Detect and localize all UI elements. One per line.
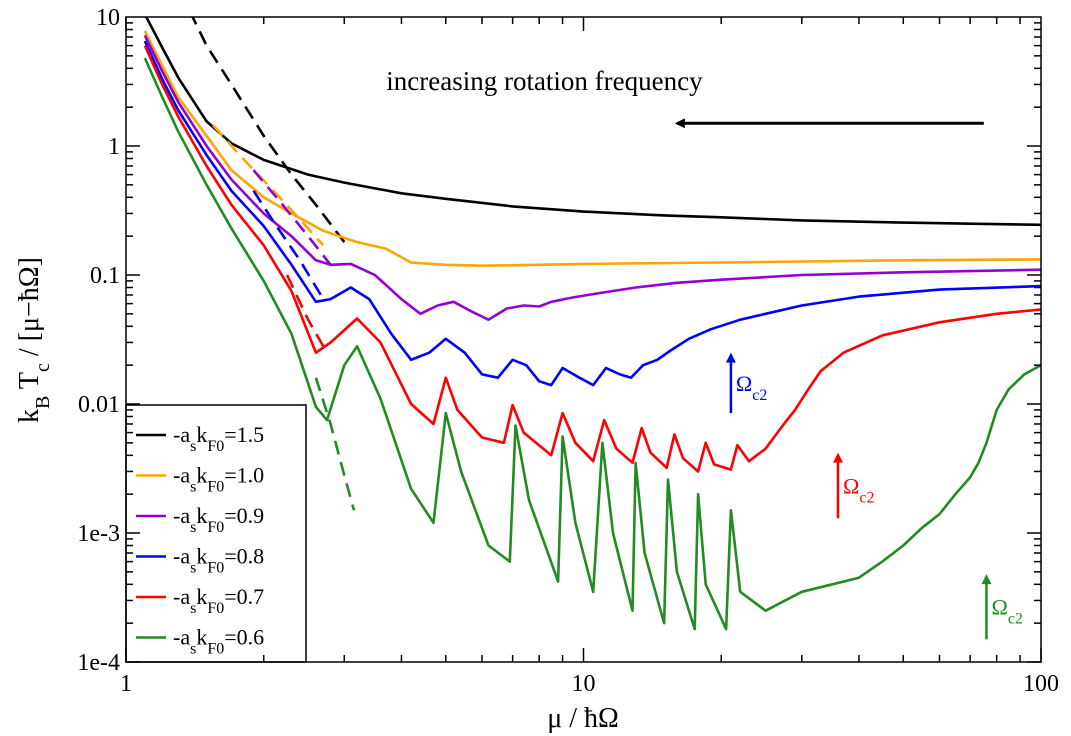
y-tick-label: 1: [108, 134, 120, 160]
legend: -askF0=1.5 -askF0=1.0 -askF0=0.9 -askF0=0.8…: [125, 404, 307, 663]
series-line: [143, 40, 1041, 387]
critical-marker-layer: Ωc2 Ωc2 Ωc2: [725, 352, 1023, 640]
x-axis-title: μ / ħΩ: [547, 703, 619, 734]
annotation-layer: increasing rotation frequency: [386, 66, 984, 129]
series-dashed-line: [285, 274, 325, 347]
legend-entry: -askF0=0.8: [136, 544, 264, 577]
critical-marker-label: Ωc2: [843, 473, 874, 506]
y-tick-label: 0.01: [78, 392, 120, 418]
series-dashed-line: [252, 169, 332, 266]
axis-layer: 1 10 100 1e-4 1e-3 0.01 0.1 1 10: [77, 5, 1059, 697]
x-tick-label: 100: [1023, 671, 1059, 697]
series-dashed-line: [191, 17, 346, 243]
legend-label: -askF0=1.5: [173, 422, 264, 455]
x-tick-label: 10: [572, 671, 596, 697]
series-dashed-line: [314, 377, 356, 511]
y-tick-label: 0.1: [90, 263, 120, 289]
y-tick-label: 1e-4: [77, 650, 120, 676]
y-axis-title: kB Tc / [μ−ħΩ]: [14, 257, 54, 423]
critical-marker-2: Ωc2: [833, 452, 874, 519]
x-tick-label: 1: [120, 671, 132, 697]
y-tick-label: 1e-3: [77, 521, 120, 547]
legend-entry: -askF0=1.0: [136, 463, 264, 496]
series-1: [144, 17, 1041, 243]
critical-marker-label: Ωc2: [736, 371, 767, 404]
series-2: [143, 30, 1041, 267]
legend-label: -askF0=1.0: [173, 463, 264, 496]
legend-label: -askF0=0.8: [173, 544, 264, 577]
legend-label: -askF0=0.6: [173, 625, 264, 658]
y-tick-label: 10: [96, 5, 120, 31]
legend-entry: -askF0=0.6: [136, 625, 264, 658]
series-5: [143, 45, 1041, 473]
series-line: [143, 30, 1041, 267]
legend-entry: -askF0=1.5: [136, 422, 264, 455]
critical-marker-arrowhead: [833, 452, 844, 463]
critical-marker-3: Ωc2: [981, 574, 1023, 640]
critical-marker-label: Ωc2: [991, 595, 1022, 628]
series-layer: [143, 17, 1041, 631]
critical-marker-1: Ωc2: [725, 352, 767, 414]
legend-label: -askF0=0.7: [173, 584, 264, 617]
legend-entry: -askF0=0.7: [136, 584, 264, 617]
legend-box: [125, 404, 307, 663]
legend-label: -askF0=0.9: [173, 503, 264, 536]
series-6: [143, 57, 1041, 631]
series-line: [143, 45, 1041, 473]
series-4: [143, 40, 1041, 387]
series-line: [143, 57, 1041, 631]
series-line: [144, 17, 1041, 227]
series-dashed-line: [212, 124, 325, 247]
critical-marker-arrowhead: [725, 352, 736, 363]
legend-entry: -askF0=0.9: [136, 503, 264, 536]
annotation-text: increasing rotation frequency: [386, 66, 703, 96]
series-3: [143, 34, 1041, 321]
series-line: [143, 34, 1041, 321]
critical-marker-arrowhead: [981, 574, 992, 585]
